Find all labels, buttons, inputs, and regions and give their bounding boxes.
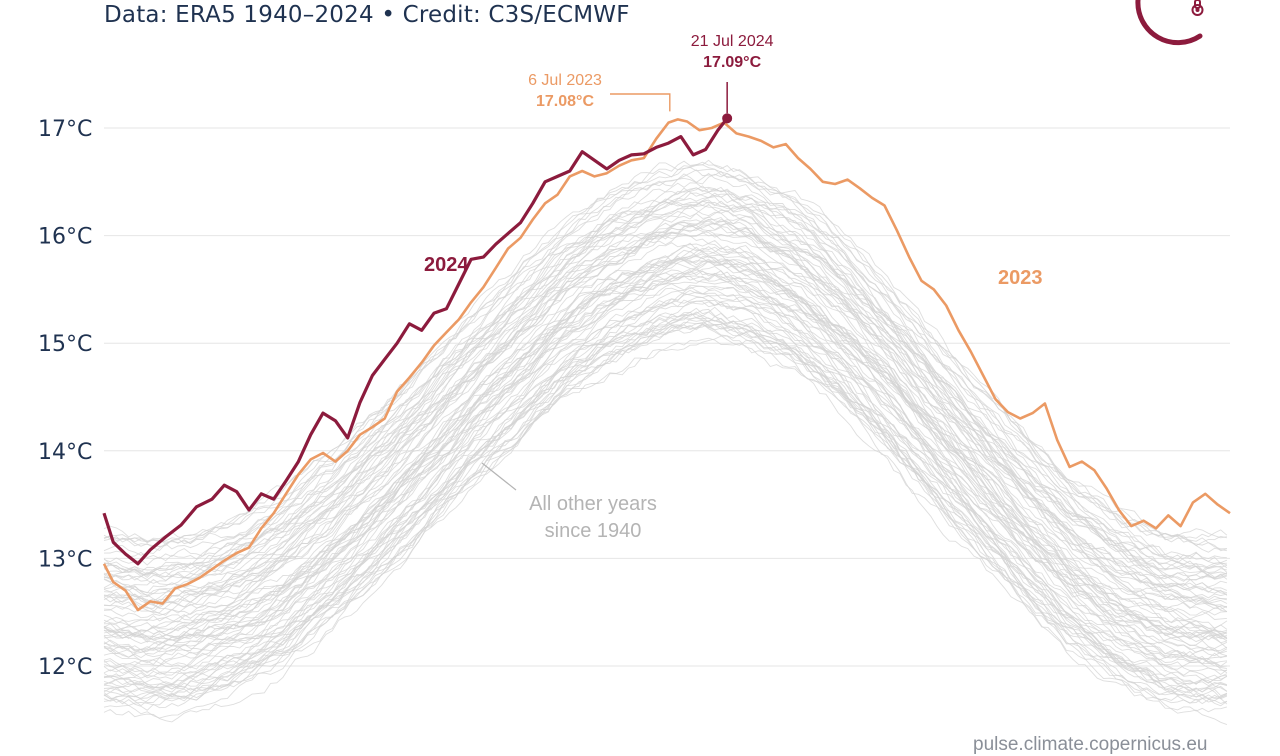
other-year-line (103, 232, 1228, 616)
other-year-line (103, 257, 1228, 640)
other-year-line (103, 335, 1228, 723)
other-year-line (103, 317, 1228, 705)
other-years-leader (481, 462, 517, 491)
other-year-line (103, 246, 1227, 625)
peak-marker-2024 (722, 113, 733, 124)
annotation-date-2024: 21 Jul 2024 (691, 33, 774, 50)
other-year-line (103, 289, 1227, 669)
other-year-line (103, 255, 1228, 643)
other-year-line (103, 219, 1228, 597)
other-year-line (103, 284, 1228, 673)
other-year-line (103, 272, 1228, 660)
other-year-line (103, 269, 1227, 651)
y-tick-label: 15°C (38, 332, 92, 357)
other-year-line (103, 172, 1228, 547)
highlight-series (102, 117, 1231, 612)
other-year-line (103, 337, 1228, 726)
other-year-line (103, 315, 1228, 703)
other-year-line (103, 172, 1227, 561)
series-labels: 2024 2023 All other years since 1940 (424, 254, 1043, 542)
other-year-line (103, 260, 1228, 649)
logo-arc (1135, 0, 1203, 46)
other-year-line (103, 196, 1228, 584)
other-year-line (103, 314, 1228, 692)
other-year-line (103, 233, 1227, 614)
other-year-line (103, 209, 1227, 595)
annotation-value-2024: 17.09°C (703, 54, 761, 71)
y-tick-label: 13°C (38, 547, 92, 572)
other-year-line (103, 259, 1228, 644)
other-year-line (103, 316, 1228, 693)
series-line-2023 (102, 118, 1231, 612)
other-year-line (103, 187, 1228, 578)
series-line-2024 (102, 117, 729, 566)
other-years-label: All other years (529, 493, 657, 515)
thermometer-icon (1191, 0, 1204, 16)
other-year-line (103, 286, 1227, 679)
other-year-line (103, 182, 1227, 569)
other-year-line (103, 246, 1228, 629)
annotation-value-2023: 17.08°C (536, 93, 594, 110)
annotation-leader-2023 (610, 93, 671, 112)
y-tick-label: 12°C (38, 655, 92, 680)
chart-subtitle: Data: ERA5 1940–2024 • Credit: C3S/ECMWF (104, 2, 630, 28)
other-year-line (103, 218, 1227, 604)
other-year-line (103, 159, 1228, 545)
other-years-lines (103, 159, 1228, 726)
other-year-line (103, 203, 1227, 581)
annotation-date-2023: 6 Jul 2023 (528, 72, 602, 89)
annotations: 21 Jul 2024 17.09°C 6 Jul 2023 17.08°C (528, 33, 774, 124)
other-year-line (103, 299, 1228, 690)
y-tick-label: 14°C (38, 440, 92, 465)
other-years-label: since 1940 (545, 520, 642, 542)
grid-lines (104, 127, 1230, 667)
other-year-line (103, 222, 1228, 613)
other-year-line (103, 323, 1228, 707)
other-year-line (103, 186, 1228, 575)
other-year-line (103, 242, 1227, 620)
other-year-line (103, 223, 1228, 609)
other-year-line (103, 274, 1228, 654)
other-year-line (103, 290, 1227, 678)
other-year-line (103, 307, 1228, 691)
other-year-line (103, 218, 1228, 603)
other-year-line (103, 193, 1228, 594)
other-year-line (103, 260, 1228, 640)
series-label-2024: 2024 (424, 254, 469, 276)
other-year-line (103, 271, 1228, 659)
other-year-line (103, 198, 1228, 586)
other-year-line (103, 201, 1227, 574)
copernicus-logo (1135, 0, 1204, 46)
other-year-line (103, 294, 1228, 676)
y-axis-ticks: 12°C 13°C 14°C 15°C 16°C 17°C (38, 117, 92, 680)
other-year-line (103, 308, 1228, 698)
other-year-line (103, 239, 1228, 635)
series-label-2023: 2023 (998, 267, 1043, 289)
other-year-line (103, 275, 1228, 657)
other-year-line (103, 164, 1227, 553)
other-year-line (103, 258, 1228, 641)
footer-url: pulse.climate.copernicus.eu (973, 734, 1208, 755)
other-year-line (103, 242, 1228, 643)
other-year-line (103, 162, 1227, 550)
other-year-line (103, 216, 1228, 601)
y-tick-label: 16°C (38, 225, 92, 250)
y-tick-label: 17°C (38, 117, 92, 142)
